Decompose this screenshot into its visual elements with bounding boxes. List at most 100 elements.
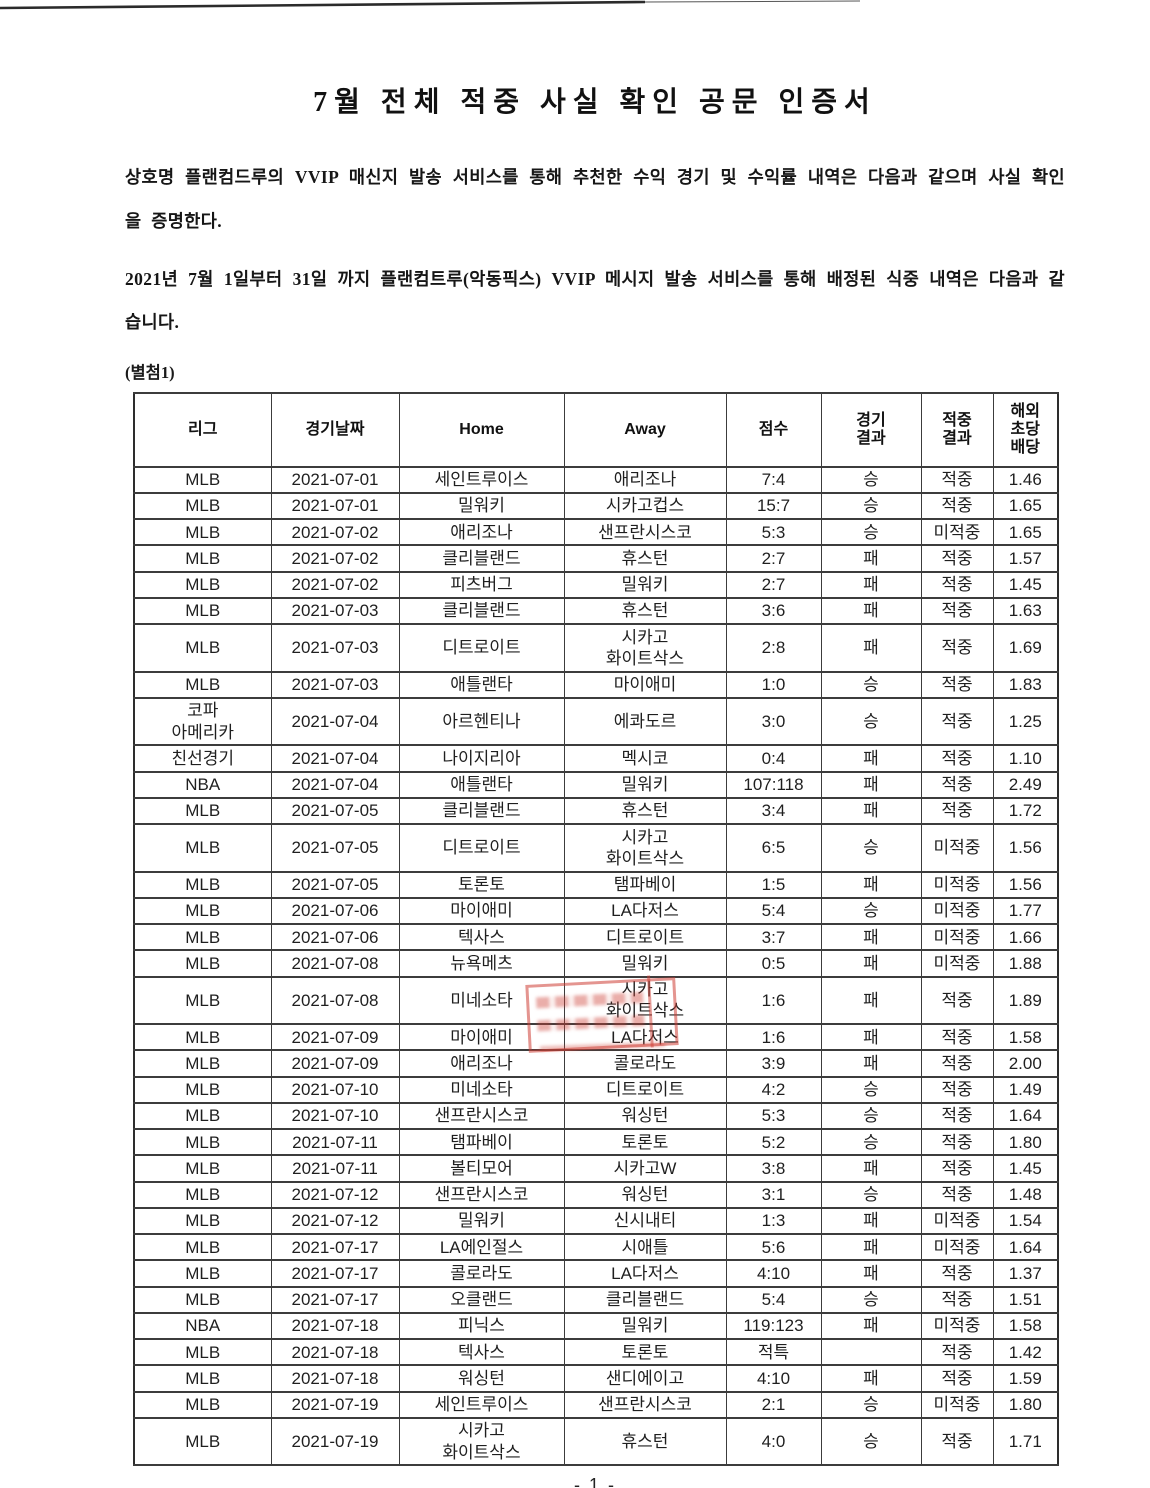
results-table: 리그 경기날짜 Home Away 점수 경기 결과 적중 결과 해외 초당 배당 MLB 20… bbox=[133, 392, 1059, 1467]
cell-game-result: 패 bbox=[820, 1311, 922, 1341]
cell-hit-result: 적중 bbox=[920, 1075, 994, 1104]
cell-game-result: 승 bbox=[820, 491, 922, 521]
cell-hit-result: 적중 bbox=[920, 670, 994, 699]
cell-league: MLB bbox=[133, 1416, 272, 1467]
cell-hit-result: 미적중 bbox=[920, 518, 994, 547]
cell-away: 탬파베이 bbox=[563, 870, 727, 899]
cell-game-result: 패 bbox=[820, 1259, 922, 1288]
cell-date: 2021-07-04 bbox=[270, 696, 400, 747]
cell-home: 디트로이트 bbox=[398, 623, 565, 673]
cell-odds: 1.80 bbox=[992, 1390, 1059, 1419]
cell-score: 4:0 bbox=[725, 1416, 822, 1467]
cell-hit-result: 적중 bbox=[920, 696, 994, 747]
cell-hit-result: 적중 bbox=[920, 623, 994, 673]
cell-hit-result: 미적중 bbox=[920, 870, 994, 899]
cell-date: 2021-07-17 bbox=[270, 1285, 400, 1314]
cell-score: 5:3 bbox=[725, 1101, 822, 1131]
cell-score: 3:4 bbox=[725, 796, 822, 826]
cell-hit-result: 적중 bbox=[920, 770, 994, 799]
cell-away: 샌프란시스코 bbox=[563, 518, 727, 547]
cell-league: MLB bbox=[133, 465, 272, 494]
cell-date: 2021-07-01 bbox=[270, 491, 400, 521]
cell-league: MLB bbox=[133, 896, 272, 926]
cell-home: 시카고 화이트삭스 bbox=[398, 1416, 565, 1467]
cell-home: 미네소타 bbox=[398, 1075, 565, 1104]
cell-odds: 1.56 bbox=[992, 823, 1059, 873]
cell-hit-result: 적중 bbox=[920, 1416, 994, 1467]
cell-away: 워싱턴 bbox=[563, 1180, 727, 1209]
cell-home: 피닉스 bbox=[398, 1311, 565, 1341]
column-header: 리그 bbox=[133, 392, 272, 468]
cell-score: 5:6 bbox=[725, 1233, 822, 1262]
column-header: Away bbox=[563, 392, 727, 468]
cell-date: 2021-07-11 bbox=[270, 1128, 400, 1157]
cell-hit-result: 적중 bbox=[920, 570, 994, 599]
table-row: MLB 2021-07-03 클리블랜드 휴스턴 3:6 패 적중 1.63 bbox=[133, 596, 1059, 626]
cell-hit-result: 적중 bbox=[920, 796, 994, 826]
cell-date: 2021-07-17 bbox=[270, 1259, 400, 1288]
cell-date: 2021-07-19 bbox=[270, 1416, 400, 1467]
table-row: MLB 2021-07-19 시카고 화이트삭스 휴스턴 4:0 승 적중 1.71 bbox=[133, 1416, 1059, 1467]
cell-away: 디트로이트 bbox=[563, 1075, 727, 1104]
cell-away: 휴스턴 bbox=[563, 596, 727, 626]
cell-league: MLB bbox=[133, 570, 272, 599]
cell-game-result: 승 bbox=[820, 1128, 922, 1157]
cell-score: 1:6 bbox=[725, 975, 822, 1026]
cell-odds: 1.83 bbox=[992, 670, 1059, 699]
cell-home: 클리블랜드 bbox=[398, 544, 565, 573]
cell-odds: 1.10 bbox=[992, 744, 1059, 773]
cell-score: 3:8 bbox=[725, 1154, 822, 1183]
table-row: MLB 2021-07-11 탬파베이 토론토 5:2 승 적중 1.80 bbox=[133, 1128, 1059, 1157]
cell-odds: 1.45 bbox=[992, 1154, 1059, 1183]
cell-date: 2021-07-02 bbox=[270, 570, 400, 599]
cell-game-result bbox=[820, 1338, 922, 1367]
table-row: MLB 2021-07-12 밀워키 신시내티 1:3 패 미적중 1.54 bbox=[133, 1206, 1059, 1236]
cell-hit-result: 적중 bbox=[920, 1285, 994, 1314]
cell-home: 세인트루이스 bbox=[398, 1390, 565, 1419]
cell-away: 토론토 bbox=[563, 1128, 727, 1157]
cell-score: 1:3 bbox=[725, 1206, 822, 1236]
cell-league: MLB bbox=[133, 1390, 272, 1419]
cell-away: 토론토 bbox=[563, 1338, 727, 1367]
cell-odds: 1.59 bbox=[992, 1364, 1059, 1393]
cell-date: 2021-07-05 bbox=[270, 870, 400, 899]
cell-home: 클리블랜드 bbox=[398, 596, 565, 626]
cell-score: 3:0 bbox=[725, 696, 822, 747]
cell-home: 탬파베이 bbox=[398, 1128, 565, 1157]
table-row: NBA 2021-07-18 피닉스 밀워키 119:123 패 미적중 1.58 bbox=[133, 1311, 1059, 1341]
cell-game-result: 패 bbox=[820, 1049, 922, 1078]
cell-home: 애틀랜타 bbox=[398, 770, 565, 799]
cell-odds: 1.72 bbox=[992, 796, 1059, 826]
cell-league: MLB bbox=[133, 1128, 272, 1157]
cell-odds: 1.89 bbox=[992, 975, 1059, 1026]
cell-game-result: 패 bbox=[820, 923, 922, 952]
cell-odds: 1.56 bbox=[992, 870, 1059, 899]
cell-game-result: 패 bbox=[820, 870, 922, 899]
cell-score: 2:8 bbox=[725, 623, 822, 673]
cell-score: 4:2 bbox=[725, 1075, 822, 1104]
table-row: MLB 2021-07-12 샌프란시스코 워싱턴 3:1 승 적중 1.48 bbox=[133, 1180, 1059, 1209]
cell-hit-result: 미적중 bbox=[920, 1390, 994, 1419]
cell-home: 애리조나 bbox=[398, 1049, 565, 1078]
cell-home: 밀워키 bbox=[398, 491, 565, 521]
cell-away: 신시내티 bbox=[563, 1206, 727, 1236]
cell-home: 디트로이트 bbox=[398, 823, 565, 873]
cell-home: 텍사스 bbox=[398, 923, 565, 952]
cell-odds: 1.77 bbox=[992, 896, 1059, 926]
scan-artifact-line bbox=[0, 0, 861, 10]
cell-score: 4:10 bbox=[725, 1259, 822, 1288]
cell-home: 세인트루이스 bbox=[398, 465, 565, 494]
table-row: MLB 2021-07-08 뉴욕메츠 밀워키 0:5 패 미적중 1.88 bbox=[133, 949, 1059, 978]
table-row: MLB 2021-07-18 텍사스 토론토 적특 적중 1.42 bbox=[133, 1338, 1059, 1367]
cell-date: 2021-07-04 bbox=[270, 770, 400, 799]
cell-hit-result: 적중 bbox=[920, 1259, 994, 1288]
cell-hit-result: 미적중 bbox=[920, 896, 994, 926]
cell-away: 밀워키 bbox=[563, 570, 727, 599]
body-paragraph-1: 상호명 플랜컴드루의 VVIP 매신지 발송 서비스를 통해 추천한 수익 경기… bbox=[125, 167, 1065, 231]
cell-league: MLB bbox=[133, 1049, 272, 1078]
cell-game-result: 승 bbox=[820, 1101, 922, 1131]
cell-home: 미네소타 bbox=[398, 975, 565, 1026]
table-row: MLB 2021-07-18 워싱턴 샌디에이고 4:10 패 적중 1.59 bbox=[133, 1364, 1059, 1393]
cell-hit-result: 적중 bbox=[920, 465, 994, 494]
cell-away: 애리조나 bbox=[563, 465, 727, 494]
